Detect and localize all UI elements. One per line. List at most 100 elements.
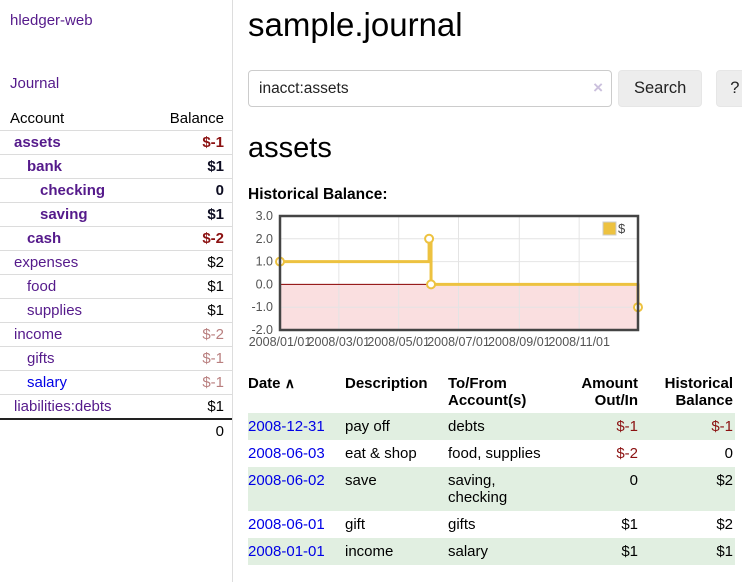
date-column-header[interactable]: Date ∧ xyxy=(248,375,295,392)
transaction-row: 2008-01-01 income salary $1 $1 xyxy=(248,538,735,565)
account-link[interactable]: expenses xyxy=(14,254,79,271)
svg-text:1.0: 1.0 xyxy=(256,255,273,269)
transaction-date-link[interactable]: 2008-06-01 xyxy=(248,516,325,533)
account-row: assets $-1 xyxy=(0,130,232,155)
legend-label: $ xyxy=(618,221,626,236)
app-brand-link[interactable]: hledger-web xyxy=(10,12,93,29)
search-button[interactable]: Search xyxy=(618,70,703,107)
balance-column-header: Historical Balance xyxy=(664,375,733,409)
sidebar-accounts-table: Account Balance assets $-1 bank $1 check… xyxy=(0,107,232,443)
svg-text:2008/03/01: 2008/03/01 xyxy=(308,335,371,349)
transaction-balance: $1 xyxy=(716,543,733,560)
account-row: checking 0 xyxy=(0,178,232,203)
transaction-balance: $2 xyxy=(716,516,733,533)
transaction-accounts: debts xyxy=(448,418,485,435)
transaction-row: 2008-12-31 pay off debts $-1 $-1 xyxy=(248,413,735,440)
account-row: income $-2 xyxy=(0,322,232,347)
transaction-amount: $-2 xyxy=(616,445,638,462)
account-heading: assets xyxy=(248,132,332,164)
help-button[interactable]: ? xyxy=(716,70,742,107)
account-balance: $1 xyxy=(207,278,224,295)
account-row: liabilities:debts $1 xyxy=(0,394,232,420)
transaction-row: 2008-06-01 gift gifts $1 $2 xyxy=(248,511,735,538)
account-row: cash $-2 xyxy=(0,226,232,251)
transaction-accounts: saving, checking xyxy=(448,472,508,506)
account-link[interactable]: food xyxy=(27,278,57,295)
account-balance: $-2 xyxy=(202,230,224,247)
svg-text:0.0: 0.0 xyxy=(256,277,273,291)
description-column-header: Description xyxy=(345,375,428,392)
account-balance: $2 xyxy=(207,254,224,271)
accounts-total-value: 0 xyxy=(148,418,232,443)
legend-swatch xyxy=(602,221,617,236)
account-balance: 0 xyxy=(215,182,224,199)
page-title: sample.journal xyxy=(248,6,463,43)
accounts-column-header: To/From Account(s) xyxy=(448,375,527,409)
account-balance: $-1 xyxy=(202,374,224,391)
sidebar: hledger-web Journal Account Balance asse… xyxy=(0,0,233,582)
account-row: expenses $2 xyxy=(0,250,232,275)
transaction-description: save xyxy=(345,472,377,489)
account-row: saving $1 xyxy=(0,202,232,227)
svg-text:-2.0: -2.0 xyxy=(251,323,273,337)
account-link[interactable]: assets xyxy=(14,134,61,151)
account-link[interactable]: supplies xyxy=(27,302,83,319)
account-balance: $1 xyxy=(207,158,224,175)
transaction-row: 2008-06-02 save saving, checking 0 $2 xyxy=(248,467,735,511)
transaction-accounts: gifts xyxy=(448,516,476,533)
account-link[interactable]: saving xyxy=(40,206,88,223)
accounts-total-row: 0 xyxy=(0,418,232,443)
transaction-date-link[interactable]: 2008-01-01 xyxy=(248,543,325,560)
register-table: Date ∧ Description To/From Account(s) Am… xyxy=(248,373,735,565)
transaction-date-link[interactable]: 2008-06-02 xyxy=(248,472,325,489)
transaction-description: gift xyxy=(345,516,366,533)
transaction-description: eat & shop xyxy=(345,445,417,462)
transaction-date-link[interactable]: 2008-12-31 xyxy=(248,418,325,435)
account-balance: $-1 xyxy=(202,350,224,367)
transaction-amount: $1 xyxy=(621,516,638,533)
chart-title: Historical Balance: xyxy=(248,186,388,203)
account-balance: $1 xyxy=(207,302,224,319)
account-balance: $1 xyxy=(207,206,224,223)
account-link[interactable]: checking xyxy=(40,182,106,199)
account-link[interactable]: salary xyxy=(27,374,68,391)
account-row: bank $1 xyxy=(0,154,232,179)
account-row: gifts $-1 xyxy=(0,346,232,371)
account-row: supplies $1 xyxy=(0,298,232,323)
accounts-header-row: Account Balance xyxy=(0,107,232,131)
sidebar-item-journal[interactable]: Journal xyxy=(10,75,60,92)
account-row: food $1 xyxy=(0,274,232,299)
balance-chart-svg: 3.0 2.0 1.0 0.0 -1.0 -2.02008/01/012008/03/01… xyxy=(249,211,643,349)
account-balance: $-2 xyxy=(202,326,224,343)
transaction-amount: $1 xyxy=(621,543,638,560)
svg-text:2008/09/01: 2008/09/01 xyxy=(488,335,551,349)
svg-text:3.0: 3.0 xyxy=(256,211,273,223)
search-form: × Search ? xyxy=(248,70,742,107)
accounts-column-header: Account xyxy=(0,107,149,131)
account-balance: $1 xyxy=(207,398,224,415)
svg-text:2008/11/01: 2008/11/01 xyxy=(548,335,610,349)
svg-text:2.0: 2.0 xyxy=(256,232,273,246)
account-link[interactable]: bank xyxy=(27,158,63,175)
balance-column-header: Balance xyxy=(148,107,232,131)
transaction-balance: $-1 xyxy=(711,418,733,435)
account-row: salary $-1 xyxy=(0,370,232,395)
account-link[interactable]: cash xyxy=(27,230,62,247)
transaction-date-link[interactable]: 2008-06-03 xyxy=(248,445,325,462)
transaction-balance: 0 xyxy=(724,445,733,462)
register-header-row: Date ∧ Description To/From Account(s) Am… xyxy=(248,373,735,413)
transaction-description: income xyxy=(345,543,394,560)
total-spacer xyxy=(0,418,149,443)
transaction-accounts: salary xyxy=(448,543,489,560)
account-link[interactable]: liabilities:debts xyxy=(14,398,112,415)
transaction-amount: 0 xyxy=(629,472,638,489)
account-link[interactable]: gifts xyxy=(27,350,55,367)
account-link[interactable]: income xyxy=(14,326,63,343)
transaction-row: 2008-06-03 eat & shop food, supplies $-2… xyxy=(248,440,735,467)
svg-text:2008/05/01: 2008/05/01 xyxy=(367,335,430,349)
clear-search-icon[interactable]: × xyxy=(593,78,603,97)
search-input[interactable] xyxy=(248,70,612,107)
main-content: sample.journal × Search ? assets Histori… xyxy=(248,0,742,565)
account-balance: $-1 xyxy=(202,134,224,151)
historical-balance-chart: 3.0 2.0 1.0 0.0 -1.0 -2.0 2008/01/01 2008/03/01… xyxy=(248,211,742,359)
